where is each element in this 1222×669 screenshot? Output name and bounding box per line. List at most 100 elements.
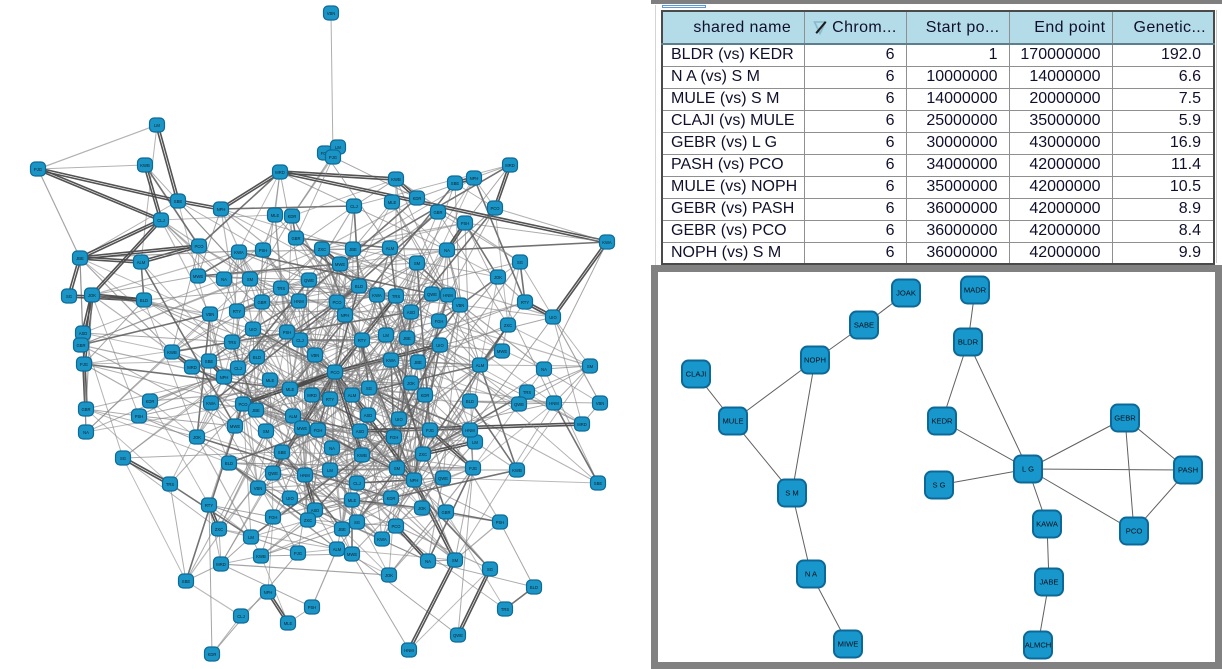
svg-text:MADR: MADR [964, 286, 987, 295]
svg-text:VBN: VBN [254, 486, 263, 491]
svg-text:RTY: RTY [326, 397, 335, 402]
svg-text:RTY: RTY [205, 503, 214, 508]
svg-text:HNM: HNM [300, 473, 310, 478]
svg-text:KWB: KWB [140, 163, 150, 168]
svg-text:PJG: PJG [469, 466, 477, 471]
svg-text:TRS: TRS [166, 482, 175, 487]
svg-text:KDR: KDR [288, 214, 297, 219]
svg-text:ALMCH: ALMCH [1025, 641, 1052, 650]
svg-text:LM: LM [248, 535, 254, 540]
svg-text:KWA: KWA [234, 250, 244, 255]
svg-text:BLD: BLD [530, 585, 538, 590]
svg-text:MWE: MWE [347, 552, 357, 557]
svg-text:GBR: GBR [441, 510, 450, 515]
svg-text:GEBR: GEBR [1114, 414, 1136, 423]
svg-text:HNM: HNM [404, 648, 414, 653]
svg-text:NA: NA [221, 277, 227, 282]
svg-text:JBE: JBE [76, 256, 84, 261]
svg-text:SM: SM [263, 429, 270, 434]
svg-text:JOAK: JOAK [896, 289, 916, 298]
svg-text:CLJ: CLJ [353, 481, 360, 486]
svg-text:SM: SM [394, 466, 401, 471]
svg-text:MWE: MWE [193, 274, 203, 279]
svg-text:L G: L G [1022, 465, 1034, 474]
svg-text:MRD: MRD [307, 393, 317, 398]
svg-text:FGH: FGH [435, 319, 444, 324]
svg-text:SABE: SABE [854, 321, 874, 330]
svg-text:MRD: MRD [187, 365, 197, 370]
svg-text:PASH: PASH [1178, 466, 1198, 475]
svg-text:NA: NA [425, 559, 431, 564]
svg-text:N A: N A [805, 570, 818, 579]
svg-text:QWE: QWE [438, 476, 448, 481]
svg-text:ZXC: ZXC [504, 323, 512, 328]
svg-text:CLJ: CLJ [234, 366, 241, 371]
svg-text:ALM: ALM [348, 393, 357, 398]
svg-text:JOK: JOK [385, 573, 393, 578]
svg-text:PSH: PSH [283, 330, 292, 335]
svg-text:KWB: KWB [357, 453, 367, 458]
svg-text:JBE: JBE [338, 527, 346, 532]
svg-text:ZXC: ZXC [215, 527, 223, 532]
svg-text:MULE: MULE [722, 417, 743, 426]
svg-text:VBN: VBN [327, 11, 336, 16]
svg-text:PJG: PJG [426, 428, 434, 433]
svg-text:BLDR: BLDR [958, 338, 979, 347]
svg-text:JOK: JOK [193, 435, 201, 440]
svg-text:MLE: MLE [266, 378, 275, 383]
svg-text:MLE: MLE [271, 213, 280, 218]
svg-text:ZXC: ZXC [419, 452, 427, 457]
svg-text:SM: SM [452, 558, 459, 563]
svg-text:LM: LM [472, 440, 478, 445]
svg-text:SG: SG [487, 567, 493, 572]
svg-text:KEDR: KEDR [931, 417, 953, 426]
svg-text:JOK: JOK [88, 293, 96, 298]
svg-text:MWE: MWE [297, 426, 307, 431]
svg-text:ALM: ALM [137, 260, 146, 265]
svg-text:SG: SG [66, 294, 72, 299]
svg-text:TRS: TRS [501, 607, 510, 612]
svg-text:VBN: VBN [206, 312, 215, 317]
svg-text:JBE: JBE [403, 336, 411, 341]
svg-text:MLE: MLE [286, 387, 295, 392]
svg-text:TRS: TRS [392, 294, 401, 299]
svg-text:LM: LM [327, 468, 333, 473]
svg-text:MLE: MLE [348, 498, 357, 503]
svg-text:KDR: KDR [421, 393, 430, 398]
svg-text:SM: SM [247, 277, 254, 282]
svg-text:NPH: NPH [264, 590, 273, 595]
svg-text:CLAJI: CLAJI [686, 370, 707, 379]
svg-text:MRD: MRD [216, 562, 226, 567]
svg-text:SM: SM [587, 364, 594, 369]
svg-text:FGH: FGH [390, 435, 399, 440]
svg-text:CLJ: CLJ [237, 614, 244, 619]
svg-text:ASD: ASD [364, 413, 373, 418]
svg-text:JOK: JOK [407, 381, 415, 386]
svg-text:KWB: KWB [167, 350, 177, 355]
svg-text:PCO: PCO [490, 206, 500, 211]
svg-text:SBE: SBE [205, 359, 214, 364]
svg-text:ASD: ASD [407, 310, 416, 315]
svg-text:QWE: QWE [304, 278, 314, 283]
svg-text:MLE: MLE [284, 621, 293, 626]
svg-text:PSH: PSH [496, 520, 505, 525]
svg-text:NA: NA [83, 430, 89, 435]
svg-text:ALM: ALM [386, 246, 395, 251]
svg-text:VBN: VBN [456, 303, 465, 308]
svg-text:HNM: HNM [549, 401, 559, 406]
svg-text:JOK: JOK [494, 275, 502, 280]
svg-text:QWE: QWE [514, 402, 524, 407]
svg-text:PSH: PSH [259, 248, 268, 253]
svg-text:ZXC: ZXC [318, 247, 326, 252]
svg-text:KWB: KWB [256, 554, 266, 559]
svg-text:TRS: TRS [277, 286, 286, 291]
svg-text:BLD: BLD [466, 399, 474, 404]
svg-text:ASD: ASD [311, 508, 320, 513]
svg-text:SBE: SBE [278, 450, 287, 455]
svg-text:SM: SM [414, 261, 421, 266]
svg-text:KWA: KWA [386, 358, 396, 363]
svg-text:NA: NA [541, 367, 547, 372]
svg-text:PCO: PCO [330, 370, 340, 375]
svg-text:LM: LM [335, 145, 341, 150]
svg-text:UIO: UIO [395, 417, 403, 422]
